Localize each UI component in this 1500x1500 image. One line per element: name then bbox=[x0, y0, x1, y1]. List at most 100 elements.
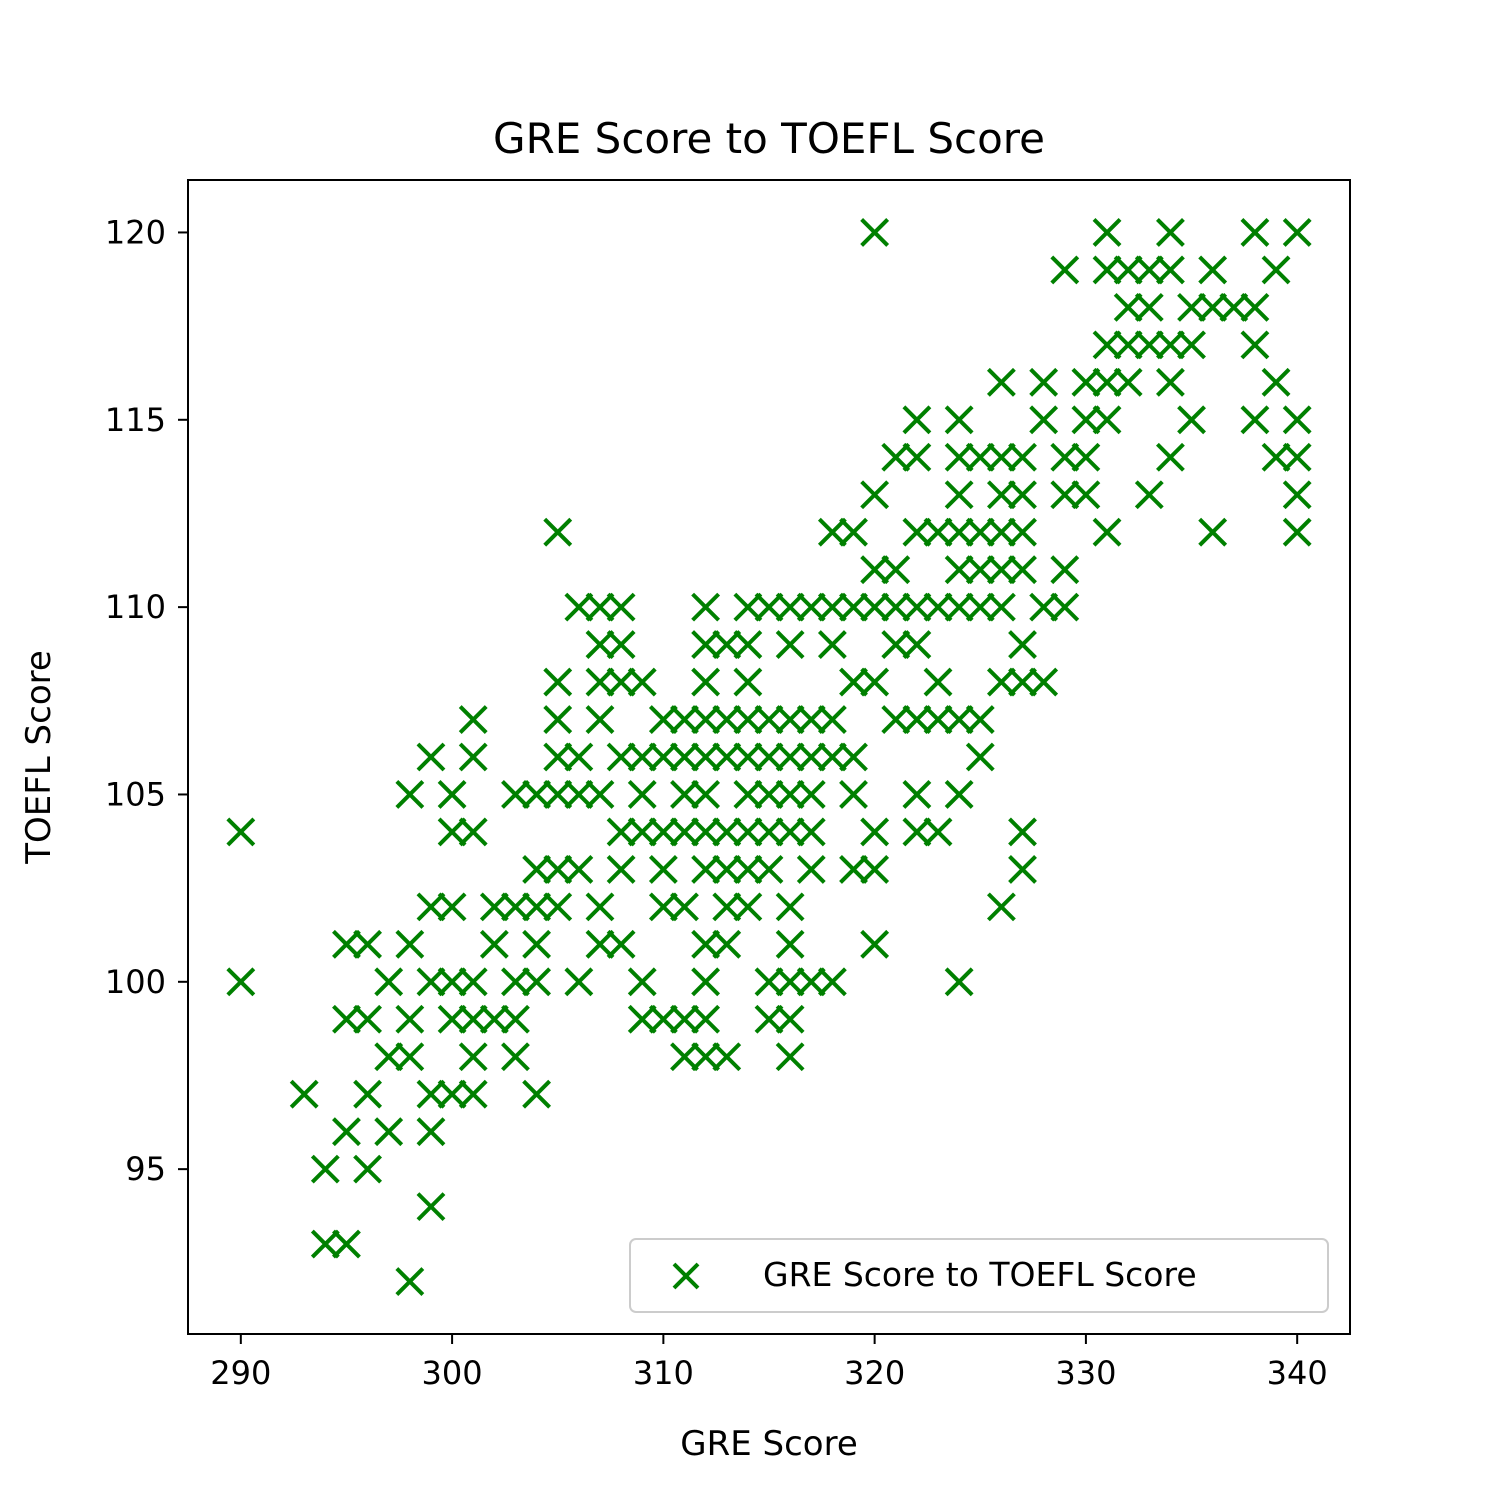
points-layer bbox=[226, 218, 1312, 1296]
data-point bbox=[501, 892, 530, 922]
data-point bbox=[1029, 367, 1059, 397]
data-point bbox=[1198, 255, 1228, 285]
data-point bbox=[648, 705, 678, 734]
data-point bbox=[839, 517, 868, 547]
data-point bbox=[733, 854, 763, 884]
y-tick-label: 100 bbox=[105, 963, 166, 1001]
data-point bbox=[627, 817, 657, 847]
data-point bbox=[944, 705, 974, 734]
data-point bbox=[817, 517, 847, 547]
legend: GRE Score to TOEFL Score bbox=[629, 1238, 1329, 1313]
data-point bbox=[416, 967, 446, 997]
data-point bbox=[1282, 218, 1312, 247]
data-point bbox=[733, 892, 763, 922]
data-point bbox=[712, 929, 742, 959]
data-point bbox=[923, 592, 953, 622]
y-tick-label: 110 bbox=[105, 588, 166, 626]
data-point bbox=[1134, 292, 1164, 322]
plot-frame bbox=[187, 179, 1351, 1335]
data-point bbox=[860, 817, 890, 847]
data-point bbox=[902, 780, 932, 809]
data-point bbox=[353, 1154, 382, 1184]
data-point bbox=[986, 480, 1016, 510]
x-tick-label: 330 bbox=[1055, 1354, 1116, 1392]
data-point bbox=[543, 854, 573, 884]
data-point bbox=[670, 892, 699, 922]
y-tick-label: 105 bbox=[105, 775, 166, 813]
data-point bbox=[522, 929, 552, 959]
x-axis: 290 300 310 320 330 340 bbox=[210, 1334, 1328, 1392]
data-point bbox=[1177, 292, 1206, 322]
data-point bbox=[1008, 517, 1037, 547]
x-tick-label: 300 bbox=[422, 1354, 483, 1392]
data-point bbox=[691, 929, 721, 959]
data-point bbox=[226, 967, 256, 997]
data-point bbox=[564, 780, 594, 809]
data-point bbox=[944, 442, 974, 472]
chart-title: GRE Score to TOEFL Score bbox=[493, 114, 1045, 163]
data-point bbox=[1008, 480, 1037, 510]
data-point bbox=[986, 367, 1016, 397]
data-point bbox=[543, 517, 573, 547]
data-point bbox=[437, 1079, 467, 1109]
data-point bbox=[754, 1004, 784, 1034]
data-point bbox=[712, 742, 742, 772]
data-point bbox=[712, 630, 742, 660]
legend-marker-icon bbox=[672, 1262, 700, 1290]
data-point bbox=[839, 854, 868, 884]
y-tick-label: 115 bbox=[105, 401, 166, 439]
data-point bbox=[395, 1042, 425, 1072]
data-point bbox=[944, 780, 974, 809]
legend-marker-x bbox=[672, 1262, 700, 1290]
data-point bbox=[374, 1117, 404, 1147]
data-point bbox=[860, 555, 890, 585]
data-point bbox=[796, 592, 826, 622]
data-point bbox=[817, 705, 847, 734]
data-point bbox=[754, 592, 784, 622]
data-point bbox=[754, 705, 784, 734]
data-point bbox=[1092, 517, 1122, 547]
data-point bbox=[670, 742, 699, 772]
data-point bbox=[986, 592, 1016, 622]
data-point bbox=[817, 592, 847, 622]
data-point bbox=[1113, 255, 1143, 285]
data-point bbox=[395, 780, 425, 809]
data-point bbox=[479, 1004, 509, 1034]
data-point bbox=[923, 817, 953, 847]
data-point bbox=[458, 705, 488, 734]
data-point bbox=[501, 780, 530, 809]
data-point bbox=[986, 442, 1016, 472]
x-tick-label: 310 bbox=[633, 1354, 694, 1392]
data-point bbox=[691, 817, 721, 847]
data-point bbox=[965, 742, 995, 772]
data-point bbox=[796, 817, 826, 847]
data-point bbox=[1092, 218, 1122, 247]
data-point bbox=[796, 780, 826, 809]
data-point bbox=[648, 817, 678, 847]
data-point bbox=[839, 780, 868, 809]
data-point bbox=[585, 892, 615, 922]
data-point bbox=[1050, 555, 1080, 585]
data-point bbox=[754, 854, 784, 884]
data-point bbox=[754, 742, 784, 772]
data-point bbox=[881, 555, 911, 585]
data-point bbox=[691, 630, 721, 660]
data-point bbox=[501, 1042, 530, 1072]
data-point bbox=[1092, 255, 1122, 285]
data-point bbox=[1008, 442, 1037, 472]
data-point bbox=[1008, 555, 1037, 585]
data-point bbox=[881, 705, 911, 734]
data-point bbox=[1113, 292, 1143, 322]
data-point bbox=[754, 817, 784, 847]
data-point bbox=[458, 742, 488, 772]
data-point bbox=[416, 1079, 446, 1109]
data-point bbox=[1008, 667, 1037, 697]
data-point bbox=[965, 592, 995, 622]
data-point bbox=[1156, 218, 1185, 247]
data-point bbox=[881, 592, 911, 622]
legend-box bbox=[629, 1238, 1329, 1313]
data-point bbox=[395, 929, 425, 959]
data-point bbox=[289, 1079, 319, 1109]
data-point bbox=[1282, 442, 1312, 472]
